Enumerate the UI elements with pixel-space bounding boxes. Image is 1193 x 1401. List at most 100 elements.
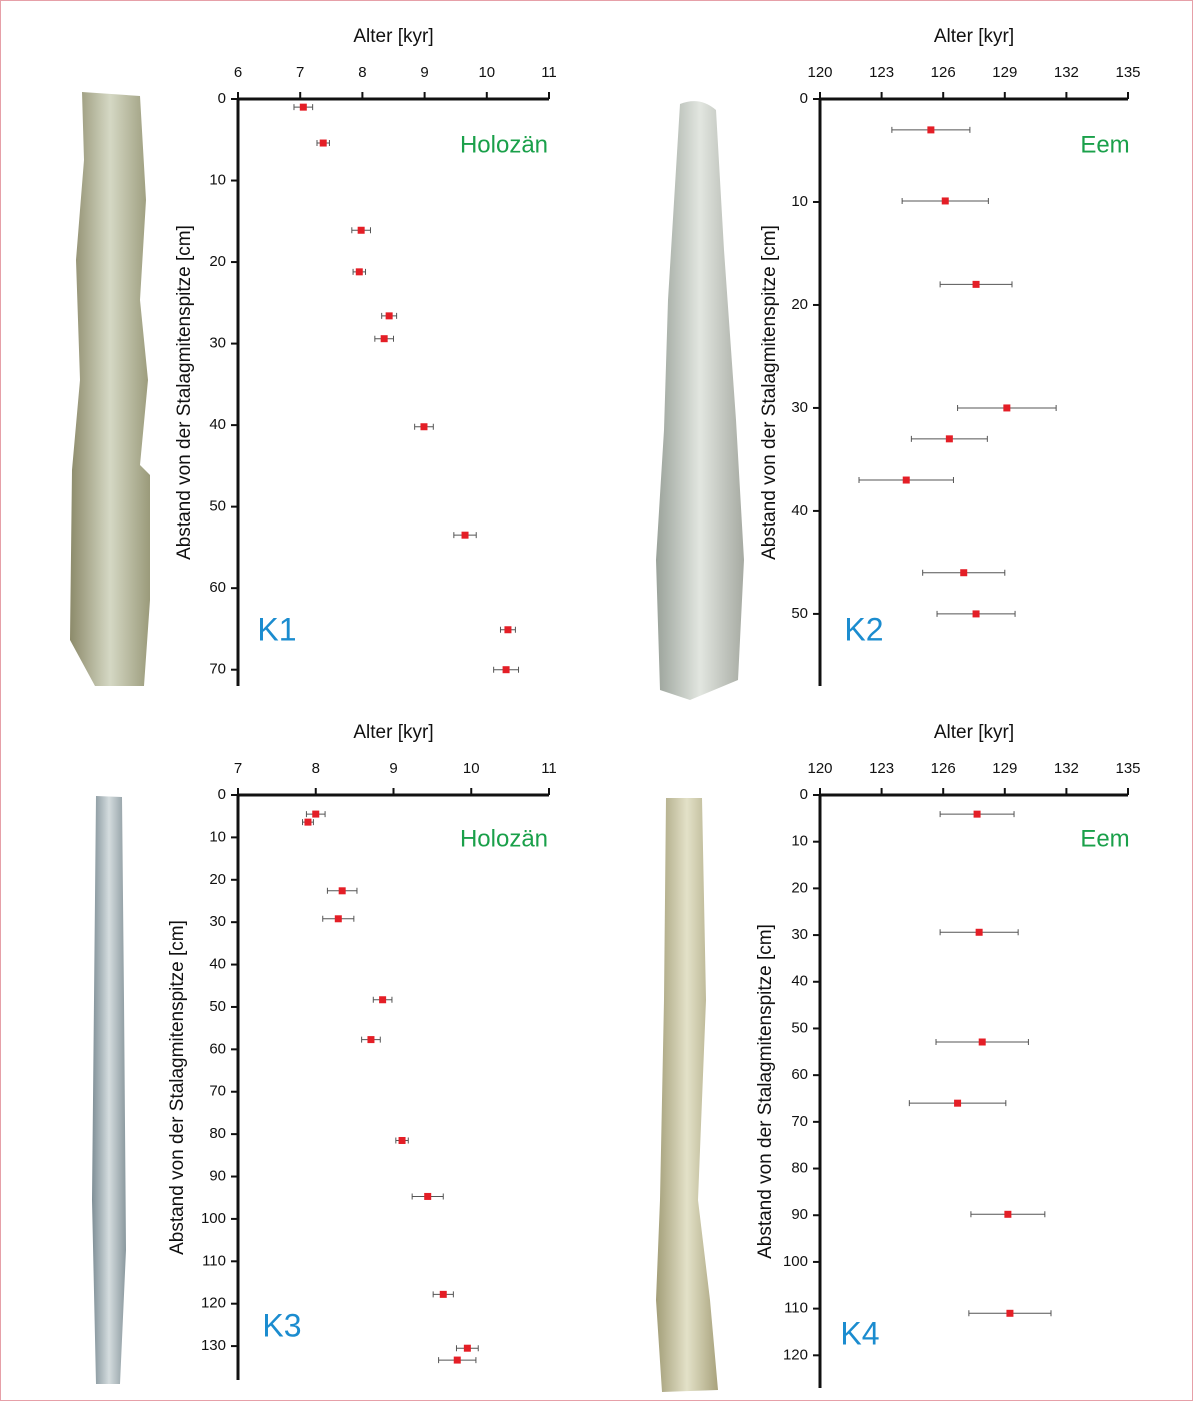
x-tick-label: 11 (541, 64, 557, 81)
x-tick-label: 120 (807, 64, 832, 81)
y-tick-label: 20 (209, 253, 226, 270)
x-tick-label: 7 (234, 760, 242, 777)
stalagmite-photo (656, 101, 744, 700)
y-axis-title: Abstand von der Stalagmitenspitze [cm] (174, 225, 195, 560)
data-point (304, 819, 311, 826)
x-tick-label: 8 (312, 760, 320, 777)
y-tick-label: 100 (201, 1210, 226, 1227)
y-tick-label: 120 (783, 1346, 808, 1363)
data-point (1003, 404, 1010, 411)
x-tick-label: 120 (807, 760, 832, 777)
x-axis-title: Alter [kyr] (934, 722, 1014, 743)
y-tick-label: 110 (784, 1300, 808, 1317)
y-tick-label: 70 (791, 1113, 808, 1130)
data-point (504, 626, 511, 633)
y-tick-label: 130 (201, 1337, 226, 1354)
era-label: Holozän (460, 131, 548, 158)
data-point (300, 104, 307, 111)
y-tick-label: 40 (791, 973, 808, 990)
x-tick-label: 9 (389, 760, 397, 777)
data-point (927, 126, 934, 133)
data-point (1004, 1211, 1011, 1218)
x-tick-label: 126 (931, 760, 956, 777)
y-tick-label: 30 (791, 926, 808, 943)
data-point (973, 610, 980, 617)
x-tick-label: 129 (992, 760, 1017, 777)
x-tick-label: 123 (869, 64, 894, 81)
y-tick-label: 120 (201, 1295, 226, 1312)
y-tick-label: 0 (800, 90, 808, 107)
x-tick-label: 129 (992, 64, 1017, 81)
y-tick-label: 90 (209, 1167, 226, 1184)
y-tick-label: 60 (791, 1066, 808, 1083)
y-tick-label: 10 (209, 828, 226, 845)
data-point (954, 1100, 961, 1107)
sample-label: K4 (840, 1315, 879, 1351)
y-tick-label: 70 (209, 1083, 226, 1100)
y-tick-label: 50 (209, 498, 226, 515)
y-tick-label: 20 (791, 296, 808, 313)
data-point (335, 915, 342, 922)
data-point (946, 435, 953, 442)
data-point (976, 929, 983, 936)
sample-label: K2 (844, 611, 883, 647)
y-axis-title: Abstand von der Stalagmitenspitze [cm] (755, 924, 776, 1259)
y-tick-label: 0 (218, 786, 226, 803)
stalagmite-photo (656, 798, 718, 1392)
data-point (960, 569, 967, 576)
data-point (454, 1357, 461, 1364)
y-tick-label: 90 (791, 1206, 808, 1223)
x-tick-label: 135 (1115, 760, 1140, 777)
data-point (503, 666, 510, 673)
data-point (464, 1345, 471, 1352)
x-tick-label: 8 (358, 64, 366, 81)
data-point (356, 268, 363, 275)
sample-label: K3 (262, 1307, 301, 1343)
era-label: Eem (1080, 825, 1129, 852)
data-point (339, 887, 346, 894)
y-tick-label: 60 (209, 1040, 226, 1057)
x-axis-title: Alter [kyr] (353, 26, 433, 47)
y-tick-label: 30 (209, 335, 226, 352)
y-tick-label: 0 (218, 90, 226, 107)
data-point (381, 335, 388, 342)
y-tick-label: 30 (209, 913, 226, 930)
x-tick-label: 126 (931, 64, 956, 81)
data-point (424, 1193, 431, 1200)
sample-label: K1 (257, 611, 296, 647)
data-point (358, 227, 365, 234)
y-tick-label: 50 (791, 605, 808, 622)
x-tick-label: 132 (1054, 760, 1079, 777)
y-axis-title: Abstand von der Stalagmitenspitze [cm] (167, 920, 188, 1255)
data-point (379, 996, 386, 1003)
x-tick-label: 10 (478, 64, 495, 81)
data-point (942, 197, 949, 204)
data-point (420, 423, 427, 430)
x-tick-label: 9 (420, 64, 428, 81)
y-tick-label: 110 (202, 1252, 226, 1269)
x-tick-label: 132 (1054, 64, 1079, 81)
y-tick-label: 30 (791, 399, 808, 416)
data-point (974, 811, 981, 818)
data-point (462, 532, 469, 539)
x-tick-label: 10 (463, 760, 480, 777)
y-tick-label: 60 (209, 579, 226, 596)
x-tick-label: 135 (1115, 64, 1140, 81)
data-point (320, 140, 327, 147)
y-tick-label: 20 (791, 879, 808, 896)
x-tick-label: 7 (296, 64, 304, 81)
y-tick-label: 40 (209, 416, 226, 433)
y-tick-label: 100 (783, 1253, 808, 1270)
y-tick-label: 50 (791, 1019, 808, 1036)
y-tick-label: 80 (791, 1160, 808, 1177)
data-point (440, 1291, 447, 1298)
data-point (1006, 1310, 1013, 1317)
figure: 67891011010203040506070Alter [kyr]Abstan… (0, 0, 1193, 1401)
y-tick-label: 10 (791, 833, 808, 850)
x-axis-title: Alter [kyr] (934, 26, 1014, 47)
x-axis-title: Alter [kyr] (353, 722, 433, 743)
stalagmite-photo (70, 92, 150, 686)
data-point (903, 477, 910, 484)
data-point (367, 1036, 374, 1043)
y-tick-label: 10 (209, 171, 226, 188)
